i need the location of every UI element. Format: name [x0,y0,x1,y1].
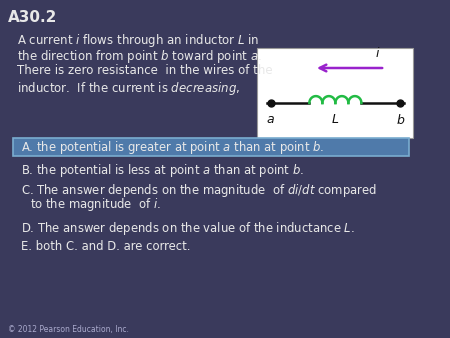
Text: $i$: $i$ [375,46,380,60]
Bar [257,48,414,138]
Text: C. The answer depends on the magnitude  of $di/dt$ compared: C. The answer depends on the magnitude o… [21,182,377,199]
Text: $b$: $b$ [396,113,405,127]
Text: the direction from point $b$ toward point $a$.: the direction from point $b$ toward poin… [17,48,262,65]
Text: inductor.  If the current is $\it{decreasing}$,: inductor. If the current is $\it{decreas… [17,80,240,97]
Text: B. the potential is less at point $a$ than at point $b$.: B. the potential is less at point $a$ th… [21,162,304,179]
Text: D. The answer depends on the value of the inductance $L$.: D. The answer depends on the value of th… [21,220,355,237]
Text: A. the potential is greater at point $a$ than at point $b$.: A. the potential is greater at point $a$… [21,140,324,156]
Text: © 2012 Pearson Education, Inc.: © 2012 Pearson Education, Inc. [8,325,128,334]
Text: There is zero resistance  in the wires of the: There is zero resistance in the wires of… [17,64,273,77]
Bar [13,138,409,156]
Text: E. both C. and D. are correct.: E. both C. and D. are correct. [21,240,190,253]
Text: $a$: $a$ [266,113,275,126]
Text: to the magnitude  of $i$.: to the magnitude of $i$. [30,196,161,213]
Text: $L$: $L$ [331,113,339,126]
Text: A current $i$ flows through an inductor $L$ in: A current $i$ flows through an inductor … [17,32,260,49]
Text: A30.2: A30.2 [8,10,57,25]
